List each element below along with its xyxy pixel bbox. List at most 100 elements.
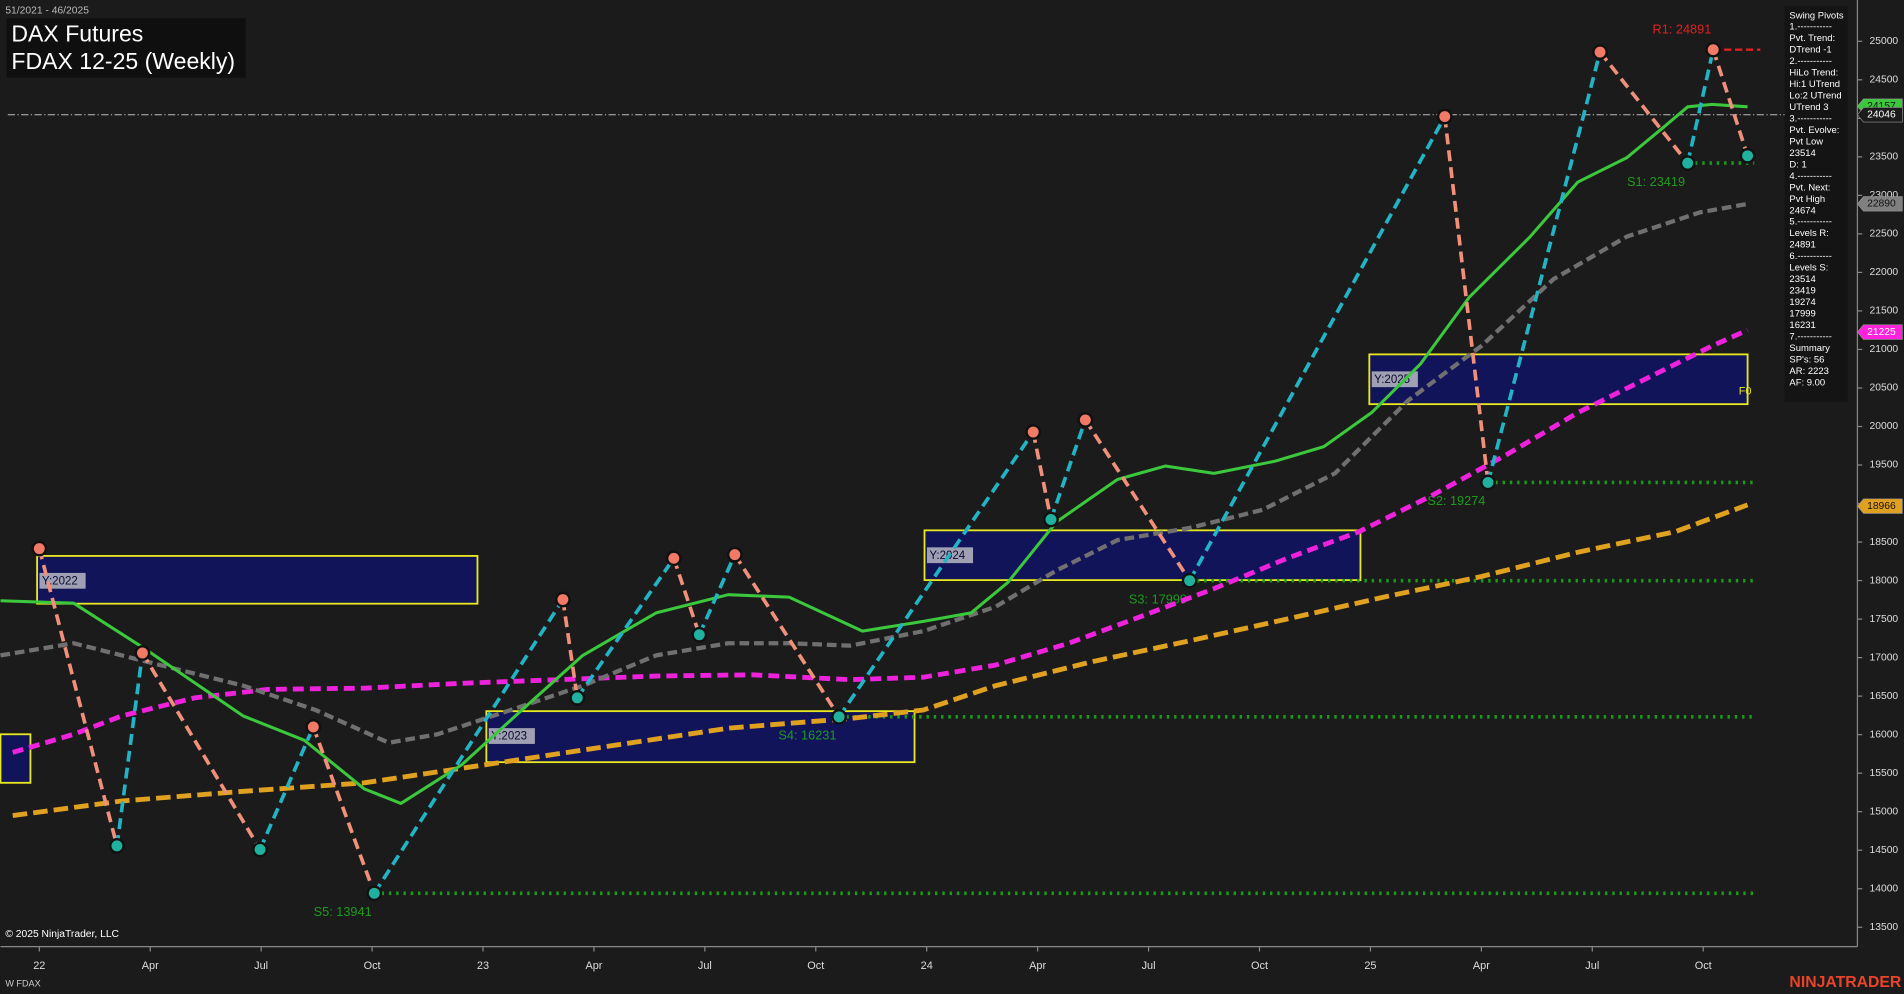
x-tick-label: Oct [364, 960, 381, 972]
level-label: S4: 16231 [778, 728, 836, 743]
panel-line: AF: 9.00 [1789, 377, 1825, 388]
pivot-low [109, 838, 125, 854]
price-tag [1857, 107, 1903, 123]
x-tick-label: Jul [1142, 960, 1156, 972]
x-tick-label: Oct [1251, 960, 1268, 972]
pivot-leg [1685, 49, 1715, 164]
pivot-leg [37, 548, 119, 847]
level-label: S3: 17999 [1129, 591, 1187, 606]
y-tick-label: 20500 [1870, 383, 1899, 394]
pivot-high [305, 719, 322, 735]
y-tick-label: 14000 [1870, 883, 1899, 894]
x-tick-label: Apr [1473, 960, 1490, 972]
pivot-high [31, 540, 48, 557]
pivot-low [366, 885, 383, 902]
y-tick-label: 23500 [1870, 152, 1899, 163]
zone-label-bg [39, 572, 86, 589]
zone [923, 529, 1362, 582]
pivot-leg [1031, 431, 1053, 520]
pivot-high [665, 550, 682, 567]
price-tag [1857, 324, 1903, 340]
panel-line: 17999 [1789, 308, 1815, 319]
pivot-leg [311, 726, 377, 894]
y-tick-label: 21000 [1870, 344, 1899, 355]
price-tag-label: 22890 [1867, 199, 1896, 210]
title-box [6, 18, 246, 78]
instrument: W FDAX [5, 979, 40, 989]
zone-label: Y:2022 [42, 575, 78, 587]
moving-average [0, 201, 1748, 745]
panel-line: UTrend 3 [1789, 102, 1828, 113]
pivot-low [569, 689, 586, 706]
x-tick-label: Apr [142, 960, 159, 972]
pivot-leg [575, 557, 676, 699]
zone-label-bg [488, 728, 535, 744]
pivot-leg [1711, 49, 1750, 157]
moving-average [12, 327, 1749, 755]
y-tick-label: 24500 [1870, 75, 1899, 86]
pivot-high [1592, 44, 1608, 60]
panel-line: 24891 [1789, 240, 1815, 251]
panel-line: Hi:1 UTrend [1789, 79, 1840, 90]
y-tick-label: 16000 [1870, 729, 1899, 740]
x-tick-label: Oct [1695, 960, 1712, 972]
zone [0, 733, 32, 784]
pivot-high [1025, 424, 1042, 440]
x-tick-label: Oct [807, 960, 824, 972]
panel-line: Pvt. Evolve: [1789, 125, 1839, 136]
panel-line: 19274 [1789, 297, 1815, 308]
panel-line: 23419 [1789, 286, 1815, 297]
y-tick-label: 15500 [1870, 768, 1899, 779]
y-tick-label: 19500 [1870, 460, 1899, 471]
y-tick-label: 22500 [1870, 229, 1899, 240]
price-tag-label: 21225 [1867, 327, 1896, 338]
y-tick-label: 20000 [1870, 421, 1899, 432]
panel-line: AR: 2223 [1789, 366, 1828, 377]
x-tick-label: Apr [585, 960, 602, 972]
x-tick-label: Jul [254, 960, 268, 972]
panel-line: 1.----------- [1789, 22, 1832, 33]
pivot-high [1705, 41, 1722, 58]
panel-line: HiLo Trend: [1789, 68, 1838, 79]
panel-line: 2.----------- [1789, 56, 1832, 67]
x-tick-label: Jul [698, 960, 712, 972]
panel-line: Levels R: [1789, 228, 1828, 239]
y-tick-label: 21500 [1870, 306, 1899, 317]
x-tick-label: Apr [1029, 960, 1046, 972]
chart-title: DAX Futures [11, 20, 143, 46]
panel-line: 23514 [1789, 274, 1815, 285]
pivot-high [1436, 108, 1453, 125]
panel-line: Pvt Low [1789, 136, 1823, 147]
price-tag-label: 24046 [1867, 110, 1896, 121]
pivot-high [134, 645, 151, 661]
pivot-leg [697, 553, 737, 636]
pivot-leg [837, 431, 1035, 718]
price-tag [1857, 498, 1903, 514]
y-tick-label: 13500 [1870, 922, 1899, 933]
pivot-low [1480, 474, 1496, 491]
pivot-leg [1442, 116, 1490, 483]
date-range: 51/2021 - 46/2025 [5, 6, 89, 17]
pivot-high [726, 546, 743, 563]
info-panel [1784, 6, 1848, 402]
chart-subtitle: FDAX 12-25 (Weekly) [11, 48, 235, 74]
pivot-low [252, 841, 268, 858]
level-label: R1: 24891 [1653, 22, 1712, 37]
y-tick-label: 14500 [1870, 845, 1899, 856]
panel-line: 16231 [1789, 320, 1815, 331]
brand: NINJATRADER [1789, 974, 1901, 991]
x-tick-label: 24 [921, 960, 933, 972]
panel-line: DTrend -1 [1789, 45, 1831, 56]
pivot-leg [1598, 50, 1690, 165]
zone [1368, 353, 1749, 406]
x-tick-label: Jul [1585, 960, 1599, 972]
y-tick-label: 18500 [1870, 537, 1899, 548]
moving-average [12, 502, 1749, 818]
y-tick-label: 17000 [1870, 652, 1899, 663]
panel-line: D: 1 [1789, 159, 1806, 170]
zone-label-bg [1371, 371, 1418, 388]
y-tick-label: 22000 [1870, 267, 1899, 278]
panel-line: Lo:2 UTrend [1789, 91, 1841, 102]
